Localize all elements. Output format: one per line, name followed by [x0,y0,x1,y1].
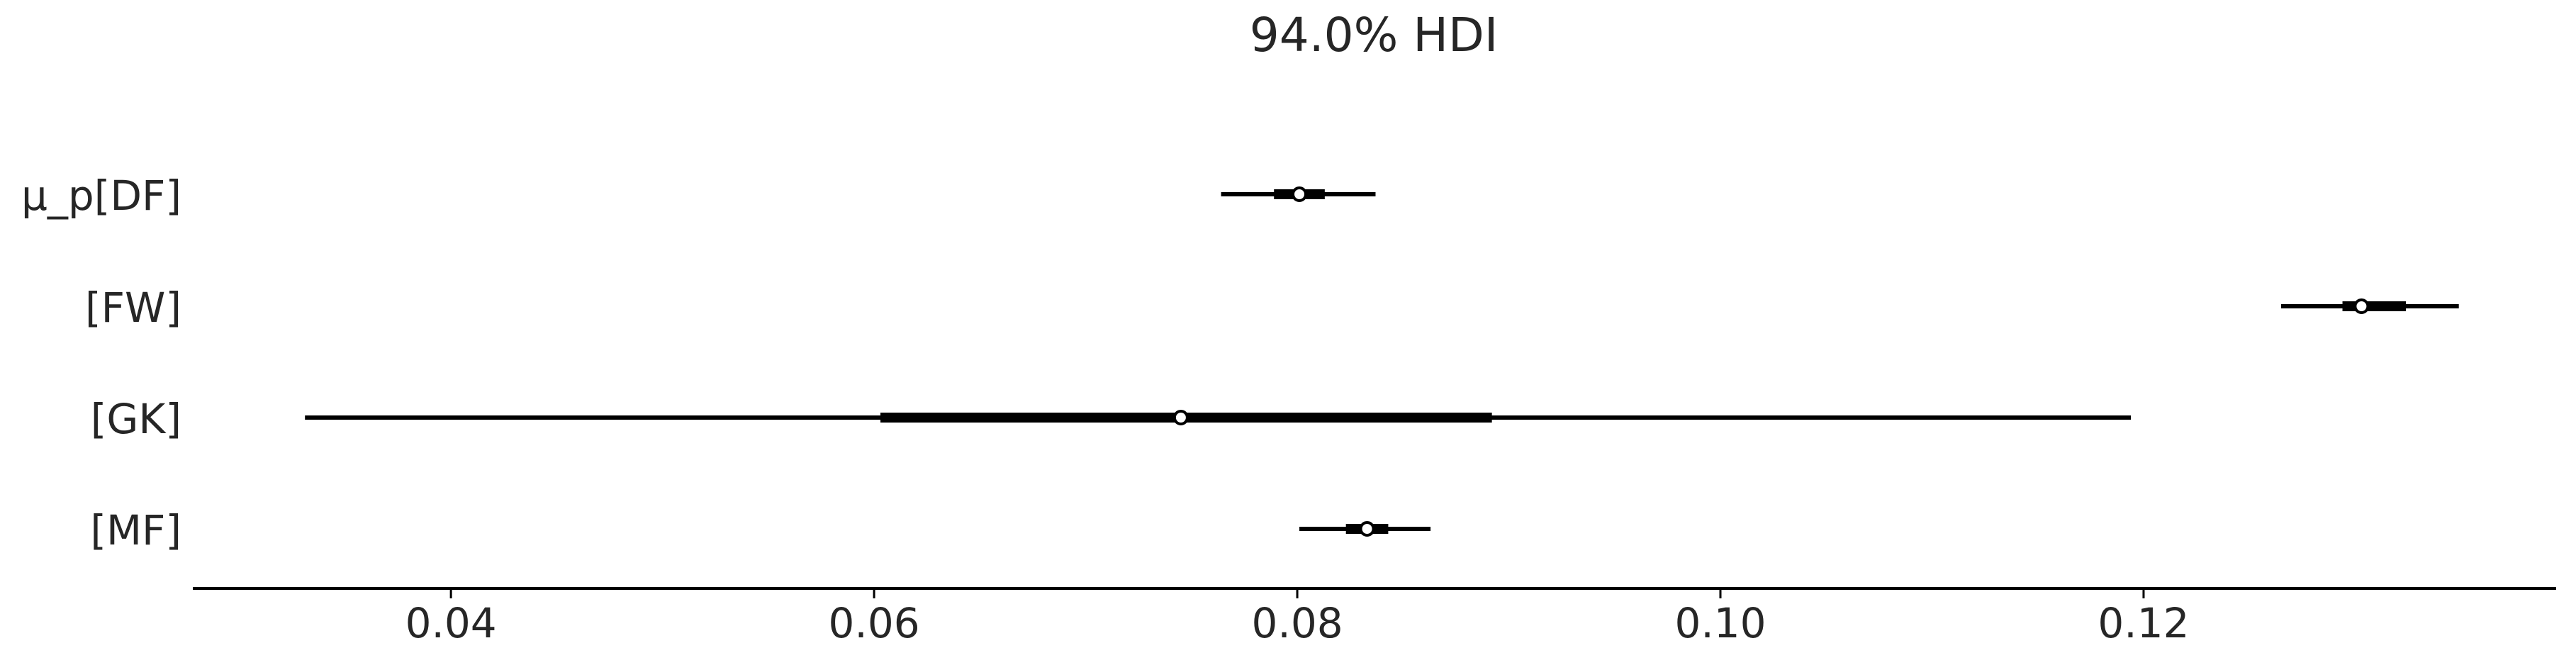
row-label: [GK] [91,395,181,443]
forest-row: [GK] [91,395,2132,443]
row-label: [MF] [90,506,181,554]
x-tick-label: 0.12 [2098,599,2189,647]
forest-row: [FW] [85,284,2459,332]
x-tick-label: 0.06 [829,599,920,647]
forest-row: [MF] [90,506,1431,554]
median-point [2353,298,2370,314]
x-tick-label: 0.04 [405,599,497,647]
x-axis: 0.04 0.06 0.08 0.10 0.12 [193,587,2556,647]
rows-layer: μ_p[DF] [FW] [GK] [MF] [21,172,2459,554]
x-tick-label: 0.08 [1251,599,1343,647]
chart-title: 94.0% HDI [1250,8,1499,62]
row-label: [FW] [85,284,181,332]
forest-row: μ_p[DF] [21,172,1376,220]
x-tick-label: 0.10 [1674,599,1766,647]
median-point [1172,410,1189,425]
row-label: μ_p[DF] [21,172,181,220]
median-point [1292,186,1308,202]
median-point [1359,521,1375,537]
